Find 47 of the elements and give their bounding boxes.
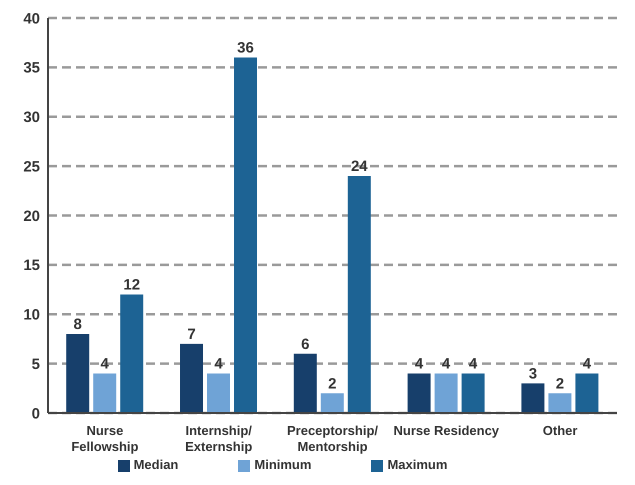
bar [234,58,258,413]
x-tick-label: Other [542,423,578,438]
data-label: 4 [214,356,224,372]
x-tick-label: Nurse Fellowship [71,423,139,454]
x-tick-label: Preceptorship/ Mentorship [286,423,378,454]
legend-label: Median [134,457,178,472]
bar [408,374,431,413]
data-label: 2 [556,375,564,392]
data-label: 4 [414,356,424,372]
data-label: 12 [123,276,140,294]
y-tick-label: 25 [23,158,40,176]
legend-label: Maximum [387,457,448,472]
y-tick-label: 0 [32,405,40,422]
bar [66,334,90,413]
data-label: 3 [528,365,538,382]
data-label: 4 [468,356,478,372]
y-tick-label: 10 [23,306,40,324]
data-label: 36 [237,40,254,56]
y-tick-label: 5 [32,356,40,373]
bar [434,374,458,413]
bar [180,344,204,413]
data-label: 4 [100,356,110,372]
bar [548,393,572,413]
data-label: 24 [350,158,368,175]
y-tick-label: 35 [23,60,40,77]
data-label: 7 [187,326,196,343]
y-tick-label: 30 [23,109,40,126]
bar [294,354,317,413]
bar [575,374,598,413]
data-label: 2 [328,375,336,392]
bar [462,374,485,413]
y-tick-label: 40 [23,10,40,28]
bar [320,393,344,413]
bar [207,374,230,413]
bar [120,294,144,413]
data-label: 6 [301,336,310,353]
bar [348,176,371,413]
x-tick-label: Nurse Residency [394,423,500,438]
y-tick-label: 15 [23,257,40,274]
y-tick-label: 20 [23,208,40,225]
x-tick-label: Internship/ Externship [185,423,252,454]
bar [521,383,544,413]
legend-label: Minimum [254,457,312,472]
data-label: 4 [582,356,592,372]
data-label: 8 [74,316,82,333]
bar [93,374,116,413]
data-label: 4 [442,356,451,372]
